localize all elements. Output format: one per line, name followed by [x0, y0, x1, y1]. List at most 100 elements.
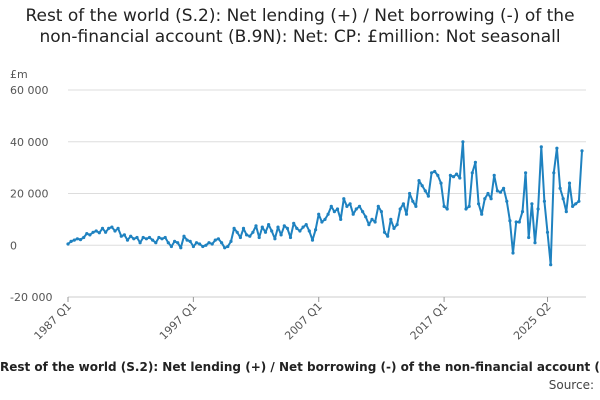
data-point: [314, 228, 318, 232]
data-point: [310, 238, 315, 242]
data-point: [439, 181, 443, 185]
data-points: [66, 140, 584, 267]
data-point: [304, 223, 308, 227]
data-point: [367, 223, 371, 227]
data-point: [72, 238, 76, 242]
data-point: [386, 234, 390, 238]
data-point: [301, 225, 305, 229]
y-tick-label: 0: [10, 239, 17, 252]
data-point: [539, 145, 543, 149]
data-point: [423, 189, 427, 193]
data-point: [88, 233, 92, 237]
data-point: [567, 181, 572, 185]
series-line: [67, 140, 583, 266]
data-point: [408, 191, 412, 196]
data-point: [85, 232, 89, 236]
data-point: [276, 225, 280, 229]
data-point: [191, 244, 195, 249]
data-point: [524, 171, 528, 175]
data-point: [489, 197, 493, 201]
data-point: [144, 237, 148, 241]
data-point: [517, 220, 521, 224]
data-point: [116, 226, 120, 230]
data-point: [392, 226, 396, 230]
source-label: Source:: [548, 378, 594, 392]
data-point: [323, 217, 327, 221]
data-point: [147, 235, 152, 240]
data-point: [295, 226, 299, 230]
data-point: [122, 233, 126, 237]
data-point: [179, 246, 183, 250]
data-point: [564, 210, 568, 214]
data-point: [173, 239, 177, 243]
data-point: [558, 186, 562, 190]
data-point: [473, 160, 477, 164]
data-point: [379, 210, 383, 214]
data-point: [198, 242, 202, 246]
data-point: [169, 244, 173, 249]
y-tick-label: 20 000: [10, 188, 49, 201]
data-point: [254, 224, 258, 228]
data-point: [436, 173, 440, 177]
data-point: [194, 241, 199, 245]
data-point: [160, 237, 164, 241]
data-point: [451, 175, 456, 179]
data-point: [552, 171, 556, 175]
x-tick-label: 2017 Q1: [408, 300, 451, 343]
data-point: [82, 235, 86, 240]
data-point: [185, 238, 189, 242]
data-point: [154, 241, 158, 245]
data-point: [129, 234, 133, 238]
data-point: [467, 204, 471, 208]
data-point: [442, 204, 446, 208]
data-point: [245, 233, 249, 237]
data-point: [335, 207, 340, 211]
data-point: [232, 226, 236, 230]
data-point: [361, 210, 365, 214]
data-point: [464, 207, 468, 211]
data-point: [285, 226, 289, 230]
data-point: [389, 217, 393, 221]
data-point: [495, 189, 499, 193]
data-point: [508, 219, 512, 223]
data-point: [376, 204, 380, 208]
data-point: [141, 235, 145, 240]
data-point: [458, 176, 462, 180]
data-point: [430, 171, 434, 175]
y-unit-label: £m: [10, 68, 28, 81]
data-point: [577, 199, 581, 203]
data-point: [455, 172, 459, 176]
data-point: [270, 229, 274, 233]
data-point: [110, 225, 114, 229]
data-point: [135, 235, 139, 240]
data-point: [207, 241, 211, 245]
data-point: [461, 140, 465, 144]
data-point: [448, 173, 452, 177]
data-point: [273, 237, 277, 241]
data-point: [229, 239, 233, 243]
data-point: [91, 230, 95, 234]
data-point: [520, 210, 525, 214]
data-point: [533, 241, 537, 245]
x-tick-label: 2007 Q1: [282, 300, 325, 343]
data-point: [480, 212, 484, 216]
y-tick-label: 60 000: [10, 84, 49, 97]
data-point: [545, 230, 550, 234]
data-point: [279, 233, 283, 237]
data-point: [326, 212, 330, 216]
data-point: [329, 204, 333, 208]
data-point: [288, 235, 293, 240]
data-point: [97, 231, 101, 235]
data-point: [348, 202, 352, 206]
data-point: [470, 171, 474, 175]
data-point: [125, 238, 130, 242]
data-point: [226, 244, 230, 249]
data-point: [351, 212, 355, 216]
data-point: [571, 204, 575, 208]
data-point: [320, 220, 324, 224]
data-point: [373, 220, 377, 224]
data-point: [395, 223, 399, 227]
data-point: [511, 251, 515, 255]
x-axis: 1987 Q1 1997 Q1 2007 Q1 2017 Q1 2025 Q2: [32, 296, 586, 343]
